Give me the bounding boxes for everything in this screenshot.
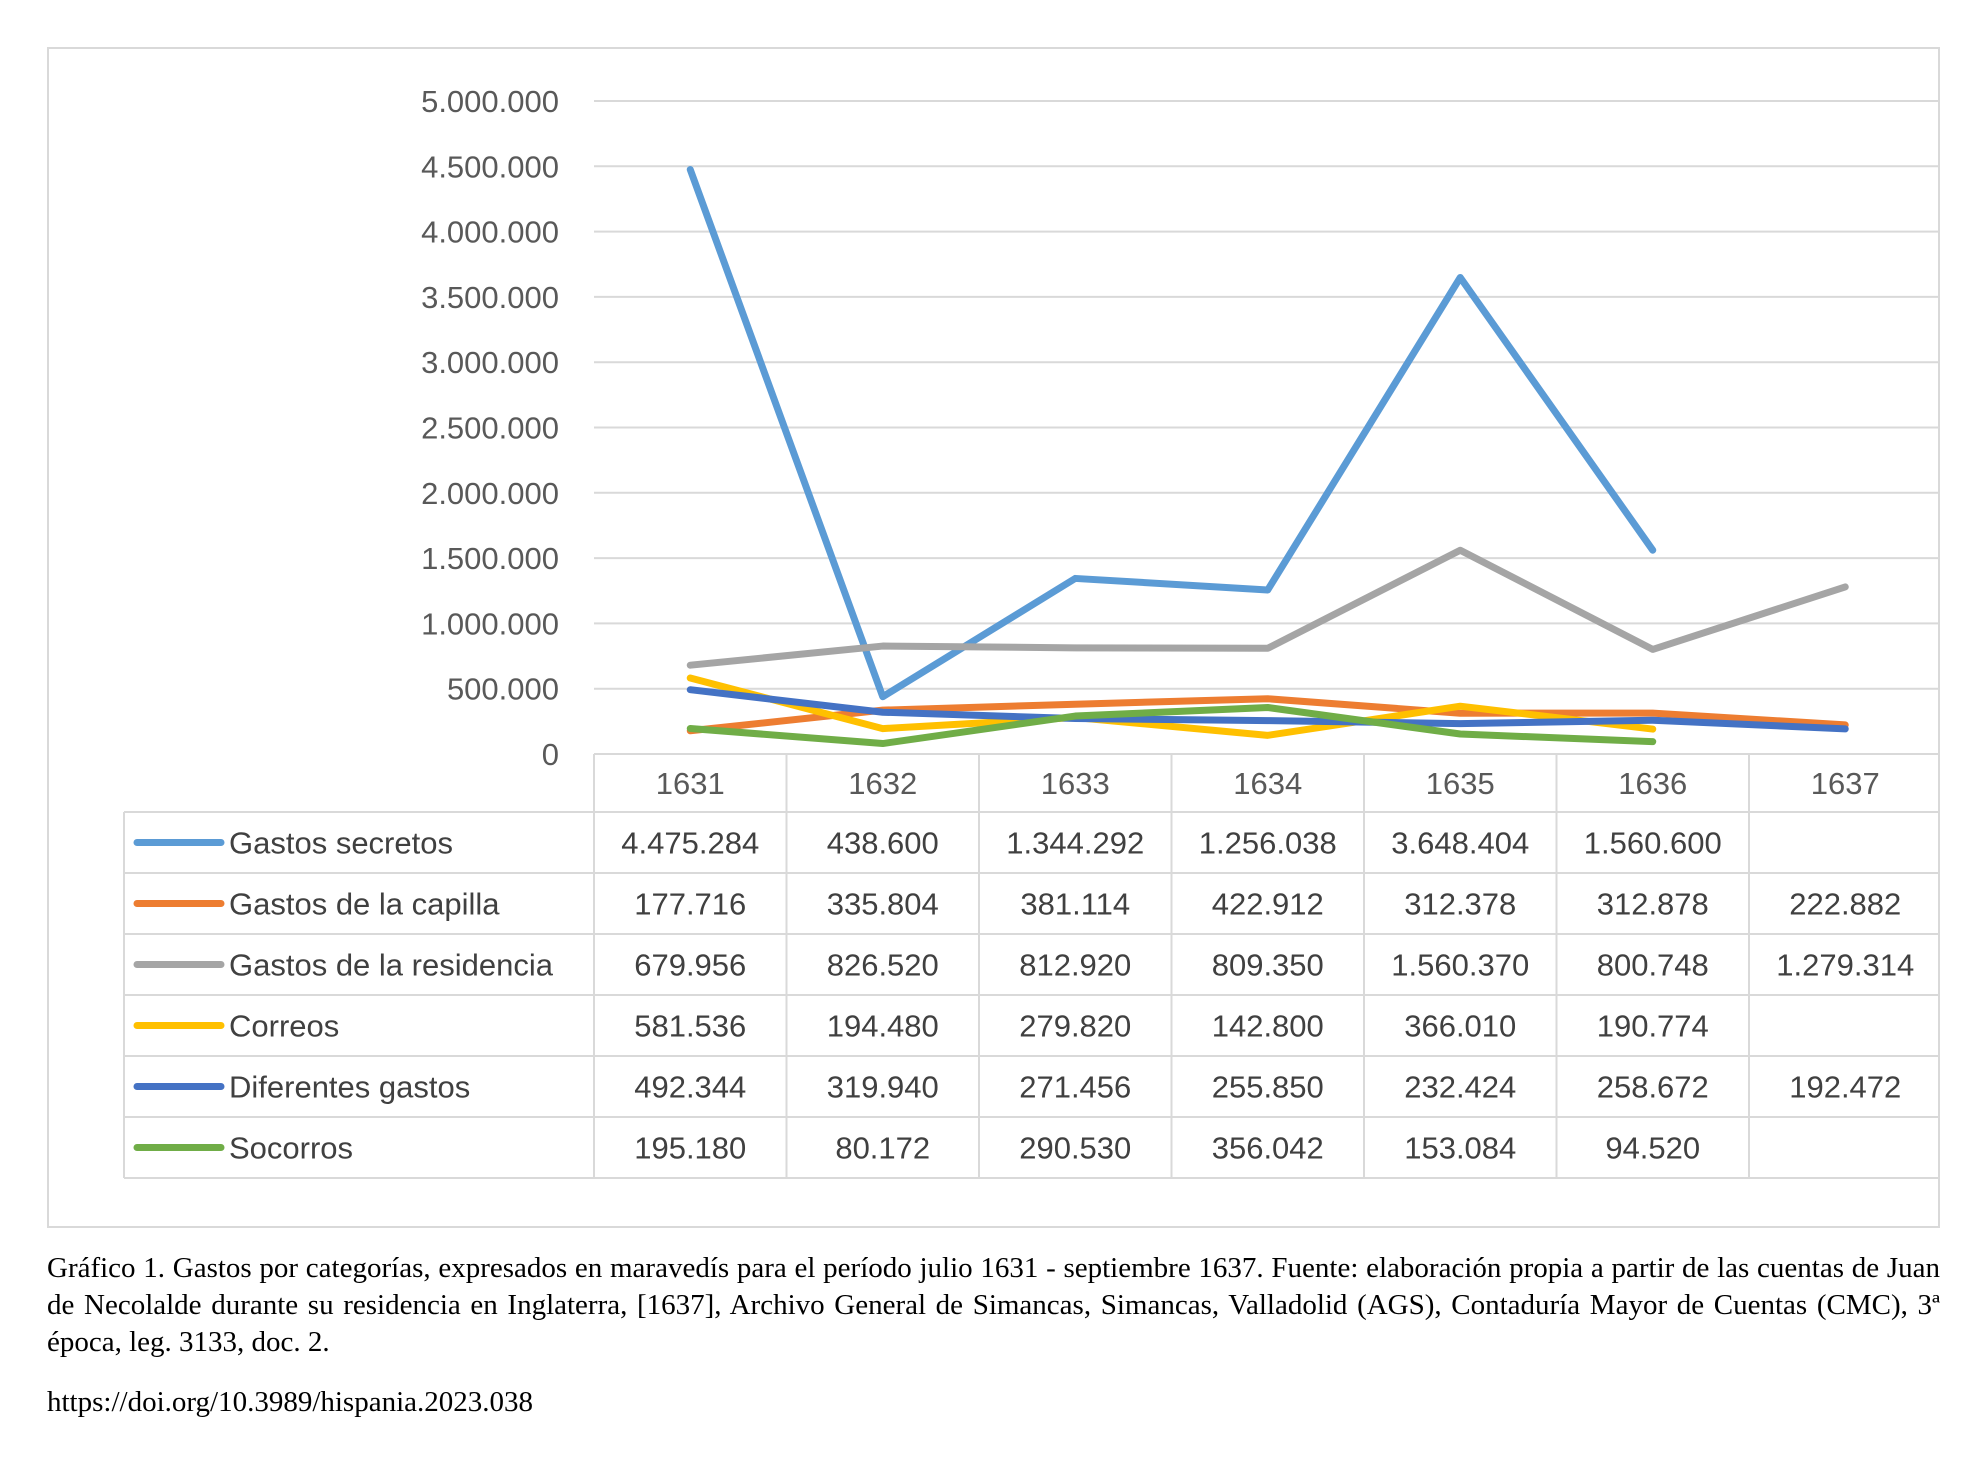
data-label: 492.344 xyxy=(634,1070,746,1105)
y-tick-label: 3.000.000 xyxy=(421,345,559,380)
legend-label: Gastos de la residencia xyxy=(229,948,554,983)
data-label: 366.010 xyxy=(1404,1009,1516,1044)
data-label: 4.475.284 xyxy=(621,826,759,861)
data-label: 800.748 xyxy=(1597,948,1709,983)
data-label: 679.956 xyxy=(634,948,746,983)
data-label: 1.560.370 xyxy=(1391,948,1529,983)
data-label: 319.940 xyxy=(827,1070,939,1105)
data-label: 1.279.314 xyxy=(1776,948,1914,983)
data-label: 279.820 xyxy=(1019,1009,1131,1044)
data-label: 94.520 xyxy=(1605,1131,1700,1166)
data-label: 438.600 xyxy=(827,826,939,861)
data-label: 194.480 xyxy=(827,1009,939,1044)
data-label: 809.350 xyxy=(1212,948,1324,983)
y-tick-label: 2.000.000 xyxy=(421,476,559,511)
data-label: 1.560.600 xyxy=(1584,826,1722,861)
data-label: 222.882 xyxy=(1789,887,1901,922)
data-label: 312.878 xyxy=(1597,887,1709,922)
data-label: 192.472 xyxy=(1789,1070,1901,1105)
data-label: 581.536 xyxy=(634,1009,746,1044)
data-label: 271.456 xyxy=(1019,1070,1131,1105)
series-line-socorros xyxy=(686,704,1657,748)
y-tick-label: 4.000.000 xyxy=(421,215,559,250)
data-label: 356.042 xyxy=(1212,1131,1324,1166)
figure-caption: Gráfico 1. Gastos por categorías, expres… xyxy=(47,1252,1940,1358)
legend-label: Gastos de la capilla xyxy=(229,887,500,922)
data-label: 153.084 xyxy=(1404,1131,1516,1166)
legend-label: Correos xyxy=(229,1009,339,1044)
chart-frame: 0 500.000 1.000.000 1.500.000 2.000.000 2.500… xyxy=(47,47,1940,1228)
data-label: 335.804 xyxy=(827,887,939,922)
line-chart-with-data-table: 0 500.000 1.000.000 1.500.000 2.000.000 2.500… xyxy=(123,84,1938,1179)
x-category-label: 1636 xyxy=(1618,766,1687,801)
legend-label: Socorros xyxy=(229,1131,353,1166)
y-tick-label: 3.500.000 xyxy=(421,280,559,315)
x-category-label: 1637 xyxy=(1811,766,1880,801)
series-line-correos xyxy=(686,674,1657,739)
data-label: 142.800 xyxy=(1212,1009,1324,1044)
data-label: 422.912 xyxy=(1212,887,1324,922)
y-tick-label: 1.000.000 xyxy=(421,606,559,641)
data-label: 826.520 xyxy=(827,948,939,983)
data-label: 1.344.292 xyxy=(1006,826,1144,861)
x-category-label: 1631 xyxy=(656,766,725,801)
data-label: 190.774 xyxy=(1597,1009,1709,1044)
y-tick-label: 0 xyxy=(542,737,559,772)
data-label: 381.114 xyxy=(1020,887,1130,922)
series-line-gastos-secretos xyxy=(686,166,1657,701)
data-label: 3.648.404 xyxy=(1391,826,1529,861)
data-label: 812.920 xyxy=(1019,948,1131,983)
data-label: 80.172 xyxy=(835,1131,930,1166)
data-label: 195.180 xyxy=(634,1131,746,1166)
data-label: 232.424 xyxy=(1404,1070,1516,1105)
series-line-diferentes-gastos xyxy=(686,686,1849,733)
x-category-label: 1632 xyxy=(848,766,917,801)
y-tick-label: 2.500.000 xyxy=(421,411,559,446)
data-label: 255.850 xyxy=(1212,1070,1324,1105)
series-line-gastos-de-la-residencia xyxy=(686,546,1849,669)
data-label: 258.672 xyxy=(1597,1070,1709,1105)
data-label: 312.378 xyxy=(1404,887,1516,922)
legend-label: Gastos secretos xyxy=(229,826,453,861)
y-tick-label: 4.500.000 xyxy=(421,149,559,184)
y-tick-label: 500.000 xyxy=(447,672,559,707)
doi-link[interactable]: https://doi.org/10.3989/hispania.2023.03… xyxy=(47,1386,534,1418)
x-category-label: 1634 xyxy=(1233,766,1302,801)
x-category-label: 1633 xyxy=(1041,766,1110,801)
data-label: 290.530 xyxy=(1019,1131,1131,1166)
data-label: 1.256.038 xyxy=(1199,826,1337,861)
legend-label: Diferentes gastos xyxy=(229,1070,470,1105)
y-tick-label: 1.500.000 xyxy=(421,541,559,576)
x-category-label: 1635 xyxy=(1426,766,1495,801)
y-tick-label: 5.000.000 xyxy=(421,84,559,119)
data-label: 177.716 xyxy=(634,887,746,922)
